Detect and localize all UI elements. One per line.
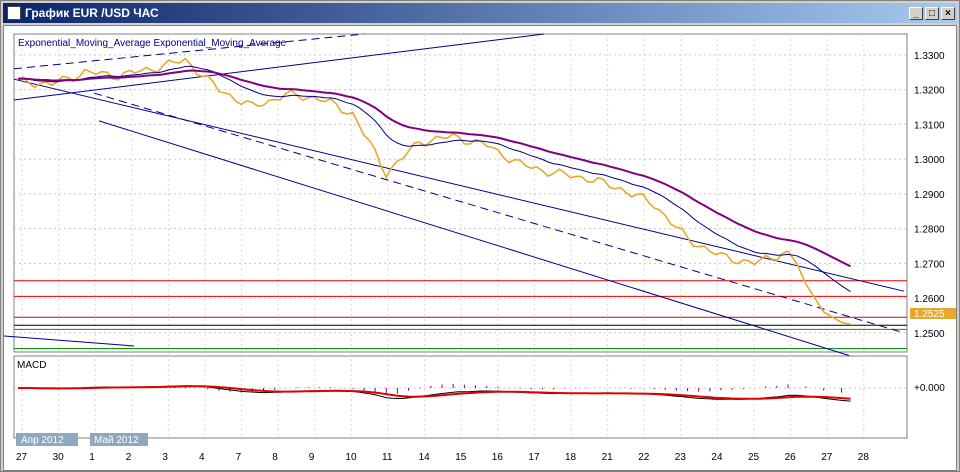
date-tick-label: 27 xyxy=(16,452,28,463)
ema-slow-line xyxy=(17,69,851,268)
maximize-button[interactable]: □ xyxy=(925,7,939,20)
current-price-label: 1.2525 xyxy=(914,309,945,320)
macd-indicator xyxy=(14,383,907,402)
date-tick-label: 1 xyxy=(89,452,95,463)
date-tick-label: 22 xyxy=(638,452,650,463)
price-series xyxy=(17,57,851,325)
price-tick-label: 1.3300 xyxy=(914,51,945,62)
date-tick-label: 30 xyxy=(53,452,65,463)
price-tick-label: 1.3100 xyxy=(914,120,945,131)
price-tick-label: 1.2600 xyxy=(914,294,945,305)
current-price-badge xyxy=(910,308,956,319)
date-tick-label: 21 xyxy=(602,452,614,463)
date-tick-label: 27 xyxy=(821,452,833,463)
minimize-button[interactable]: _ xyxy=(909,7,923,20)
macd-histogram xyxy=(28,383,843,395)
date-tick-label: 9 xyxy=(309,452,315,463)
horizontal-levels xyxy=(14,280,907,350)
month-tag-apr xyxy=(16,433,78,446)
date-tick-label: 8 xyxy=(272,452,278,463)
date-tick-label: 4 xyxy=(199,452,205,463)
channel-lower-line xyxy=(98,120,850,356)
month-tag-apr-label: Апр 2012 xyxy=(21,435,64,446)
macd-axis-label: +0.000 xyxy=(914,383,945,394)
price-axis: 1.3300 1.3200 1.3100 1.3000 1.2900 1.2800 1.27… xyxy=(914,51,945,340)
window-title: График EUR /USD ЧАС xyxy=(25,6,159,20)
title-bar[interactable]: График EUR /USD ЧАС _ □ × xyxy=(3,3,957,23)
date-tick-label: 23 xyxy=(675,452,687,463)
chart-window-icon xyxy=(7,6,21,20)
ema-fast-line xyxy=(17,65,851,293)
date-tick-label: 3 xyxy=(162,452,168,463)
price-tick-label: 1.2900 xyxy=(914,190,945,201)
date-tick-label: 14 xyxy=(419,452,431,463)
price-tick-label: 1.2800 xyxy=(914,225,945,236)
date-tick-label: 11 xyxy=(382,452,393,463)
price-tick-label: 1.2700 xyxy=(914,259,945,270)
grid xyxy=(14,34,907,438)
date-tick-label: 25 xyxy=(748,452,760,463)
date-tick-label: 28 xyxy=(858,452,870,463)
price-tick-label: 1.3200 xyxy=(914,86,945,97)
channel-bottom-left xyxy=(4,335,135,347)
date-tick-label: 16 xyxy=(492,452,504,463)
indicator-label: Exponential_Moving_Average Exponential_M… xyxy=(18,38,287,49)
date-axis: 27 30 1 2 3 4 7 8 9 10 11 14 15 16 17 18 21 22 23 24 25 26 27 2… xyxy=(16,452,869,463)
channel-upper-rising xyxy=(13,33,545,101)
date-tick-label: 17 xyxy=(528,452,540,463)
date-tick-label: 10 xyxy=(345,452,357,463)
price-line xyxy=(17,57,851,325)
date-tick-label: 24 xyxy=(711,452,723,463)
price-chart[interactable]: Exponential_Moving_Average Exponential_M… xyxy=(4,26,956,470)
macd-label: MACD xyxy=(17,360,46,371)
date-tick-label: 26 xyxy=(785,452,797,463)
channel-top-dashed xyxy=(13,33,365,70)
month-tag-may-label: Май 2012 xyxy=(94,435,139,446)
channel-middle-line xyxy=(93,92,905,334)
date-tick-label: 18 xyxy=(565,452,577,463)
close-button[interactable]: × xyxy=(941,7,955,20)
macd-signal-line xyxy=(18,385,851,400)
chart-area[interactable]: Exponential_Moving_Average Exponential_M… xyxy=(3,25,957,471)
channel-upper-line xyxy=(13,78,905,292)
date-tick-label: 2 xyxy=(126,452,132,463)
date-tick-label: 15 xyxy=(455,452,467,463)
month-tag-may xyxy=(90,433,148,446)
date-tick-label: 7 xyxy=(236,452,242,463)
trend-channels xyxy=(4,33,905,356)
main-plot-frame xyxy=(13,33,908,353)
price-tick-label: 1.2500 xyxy=(914,329,945,340)
price-tick-label: 1.3000 xyxy=(914,155,945,166)
macd-plot-frame xyxy=(13,355,908,439)
